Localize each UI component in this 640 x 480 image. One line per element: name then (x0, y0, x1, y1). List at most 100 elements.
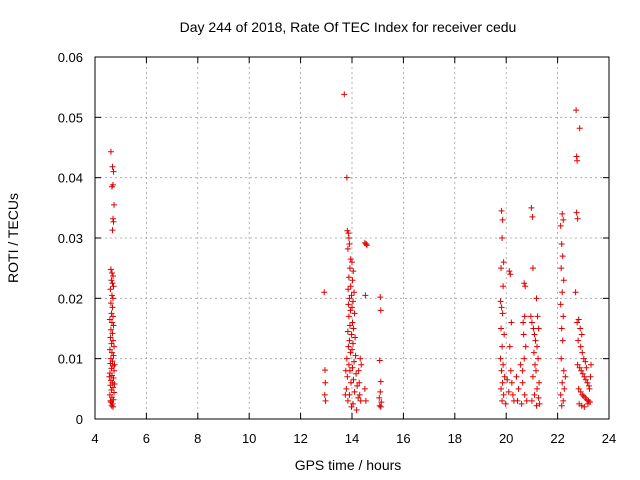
data-point (574, 361, 581, 368)
data-point (345, 343, 352, 350)
data-point (110, 283, 117, 290)
data-point (527, 313, 534, 320)
data-point (573, 107, 580, 114)
data-point (346, 337, 353, 344)
y-tick-labels: 0 0.01 0.02 0.03 0.04 0.05 0.06 (58, 50, 83, 427)
data-point (499, 310, 506, 317)
data-point (106, 316, 113, 323)
data-point (498, 265, 505, 272)
data-point (349, 319, 356, 326)
data-point (509, 391, 516, 398)
data-point (355, 367, 362, 374)
data-point (377, 388, 384, 395)
data-point (363, 242, 370, 249)
data-point (576, 125, 583, 132)
data-point (109, 337, 116, 344)
data-point (514, 397, 521, 404)
data-point (353, 370, 360, 377)
data-point (578, 367, 585, 374)
data-points (106, 91, 595, 413)
data-point (533, 367, 540, 374)
data-point (108, 402, 115, 409)
x-tick-labels: 4 6 8 10 12 14 16 18 20 22 24 (91, 431, 616, 446)
data-point (572, 289, 579, 296)
data-point (535, 355, 542, 362)
data-point (521, 355, 528, 362)
data-point (500, 283, 507, 290)
data-point (346, 295, 353, 302)
data-point (111, 361, 118, 368)
data-point (347, 283, 354, 290)
data-point (519, 367, 526, 374)
data-point (587, 373, 594, 380)
data-point (322, 397, 329, 404)
data-point (578, 331, 585, 338)
data-point (108, 319, 115, 326)
data-point (580, 355, 587, 362)
data-point (518, 400, 525, 407)
data-point (577, 388, 584, 395)
data-point (584, 379, 591, 386)
data-point (351, 388, 358, 395)
data-point (561, 385, 568, 392)
data-point (557, 222, 564, 229)
data-point (378, 399, 385, 406)
data-point (350, 268, 357, 275)
data-point (497, 355, 504, 362)
data-point (560, 277, 567, 284)
data-point (534, 313, 541, 320)
x-tick-label: 24 (602, 431, 616, 446)
data-point (531, 361, 538, 368)
data-point (352, 334, 359, 341)
data-point (111, 381, 118, 388)
data-point (111, 367, 118, 374)
data-point (584, 400, 591, 407)
x-tick-label: 14 (345, 431, 359, 446)
data-point (560, 397, 567, 404)
data-point (357, 397, 364, 404)
data-point (585, 397, 592, 404)
data-point (498, 325, 505, 332)
x-tick-label: 18 (448, 431, 462, 446)
data-point (521, 280, 528, 287)
data-point (108, 310, 115, 317)
data-point (507, 367, 514, 374)
data-point (321, 391, 328, 398)
data-point (345, 235, 352, 241)
data-point (344, 245, 351, 252)
data-point (108, 269, 115, 276)
data-point (575, 337, 582, 344)
data-point (529, 265, 536, 272)
data-point (109, 227, 116, 234)
data-point (498, 304, 505, 311)
data-point (106, 346, 113, 353)
data-point (345, 301, 352, 308)
data-point (347, 349, 354, 356)
data-point (344, 328, 351, 335)
y-axis-label: ROTI / TECUs (5, 193, 21, 283)
x-tick-label: 4 (91, 431, 98, 446)
data-point (533, 295, 540, 302)
data-point (345, 286, 352, 293)
data-point (347, 379, 354, 386)
data-point (108, 340, 115, 347)
x-axis-label: GPS time / hours (295, 457, 402, 473)
x-tick-label: 22 (550, 431, 564, 446)
data-point (578, 402, 585, 409)
data-point (521, 391, 528, 398)
data-point (349, 304, 355, 311)
y-tick-label: 0.05 (58, 110, 83, 125)
data-point (322, 367, 329, 374)
data-point (107, 300, 114, 307)
data-point (108, 349, 115, 356)
data-point (377, 403, 384, 410)
data-point (558, 265, 565, 272)
data-point (110, 168, 117, 175)
data-point (529, 213, 536, 220)
data-point (346, 322, 353, 329)
data-point (575, 385, 582, 392)
data-point (532, 337, 539, 344)
data-point (581, 403, 588, 410)
data-point (521, 313, 528, 320)
data-point (529, 373, 536, 380)
